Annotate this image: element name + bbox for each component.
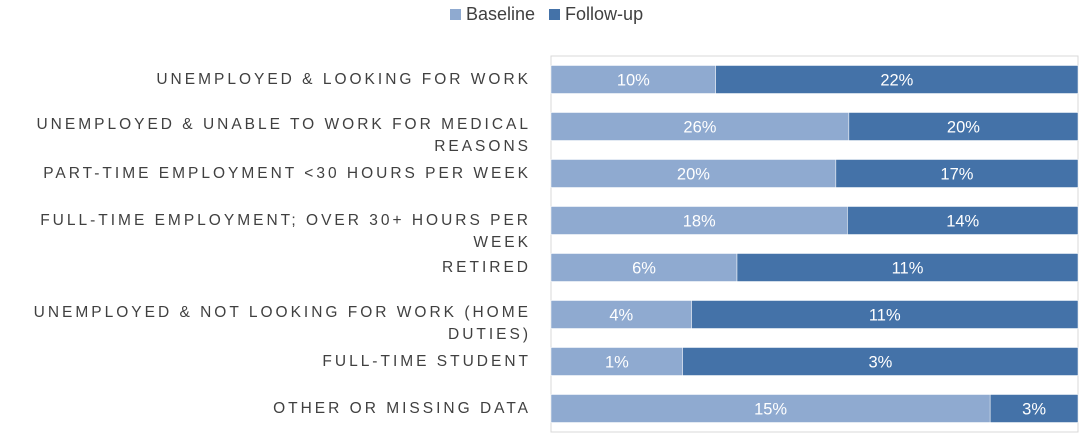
bar-baseline-6 bbox=[550, 347, 683, 376]
category-label-line: UNEMPLOYED & NOT LOOKING FOR WORK (HOME bbox=[33, 303, 531, 321]
data-label-baseline-6: 1% bbox=[605, 354, 629, 372]
bar-baseline-0 bbox=[550, 65, 716, 94]
bar-baseline-1 bbox=[550, 112, 850, 141]
category-label-line: UNEMPLOYED & LOOKING FOR WORK bbox=[156, 70, 531, 88]
data-label-follow-up-6: 3% bbox=[868, 354, 892, 372]
legend-item-follow-up: Follow-up bbox=[549, 4, 643, 25]
category-label-line: UNEMPLOYED & UNABLE TO WORK FOR MEDICAL bbox=[36, 115, 531, 133]
data-label-baseline-5: 4% bbox=[609, 307, 633, 325]
chart-legend: Baseline Follow-up bbox=[450, 4, 657, 25]
category-label-5: UNEMPLOYED & NOT LOOKING FOR WORK (HOME D… bbox=[11, 302, 531, 346]
data-label-follow-up-7: 3% bbox=[1022, 401, 1046, 419]
data-label-follow-up-2: 17% bbox=[940, 166, 973, 184]
data-label-baseline-7: 15% bbox=[754, 401, 787, 419]
legend-swatch-baseline bbox=[450, 9, 461, 20]
legend-swatch-follow-up bbox=[549, 9, 561, 20]
data-label-baseline-3: 18% bbox=[683, 213, 716, 231]
category-label-line: PART-TIME EMPLOYMENT <30 HOURS PER WEEK bbox=[43, 164, 531, 182]
category-label-1: UNEMPLOYED & UNABLE TO WORK FOR MEDICAL R… bbox=[11, 114, 531, 158]
bar-follow-up-3 bbox=[847, 206, 1079, 235]
data-label-baseline-2: 20% bbox=[677, 166, 710, 184]
bar-follow-up-0 bbox=[715, 65, 1079, 94]
bar-follow-up-1 bbox=[848, 112, 1079, 141]
data-label-follow-up-4: 11% bbox=[892, 260, 924, 278]
bar-follow-up-5 bbox=[691, 300, 1079, 329]
bar-follow-up-4 bbox=[736, 253, 1079, 282]
category-label-4: RETIRED bbox=[11, 257, 531, 279]
data-label-follow-up-3: 14% bbox=[946, 213, 979, 231]
category-label-0: UNEMPLOYED & LOOKING FOR WORK bbox=[11, 69, 531, 91]
legend-item-baseline: Baseline bbox=[450, 4, 535, 25]
category-label-2: PART-TIME EMPLOYMENT <30 HOURS PER WEEK bbox=[11, 163, 531, 185]
category-label-line: FULL-TIME EMPLOYMENT; OVER 30+ HOURS PER… bbox=[40, 211, 531, 251]
category-label-3: FULL-TIME EMPLOYMENT; OVER 30+ HOURS PER… bbox=[11, 210, 531, 254]
category-label-6: FULL-TIME STUDENT bbox=[11, 351, 531, 373]
category-label-7: OTHER OR MISSING DATA bbox=[11, 398, 531, 420]
bar-follow-up-2 bbox=[835, 159, 1079, 188]
legend-label-baseline: Baseline bbox=[466, 4, 536, 24]
category-label-line: OTHER OR MISSING DATA bbox=[273, 399, 531, 417]
data-label-baseline-4: 6% bbox=[632, 260, 656, 278]
data-label-follow-up-5: 11% bbox=[869, 307, 901, 325]
data-label-baseline-0: 10% bbox=[617, 72, 650, 90]
bar-follow-up-6 bbox=[682, 347, 1079, 376]
category-label-line: REASONS bbox=[434, 137, 531, 155]
category-label-line: RETIRED bbox=[441, 258, 531, 276]
data-label-follow-up-1: 20% bbox=[947, 119, 980, 137]
data-label-baseline-1: 26% bbox=[683, 119, 716, 137]
data-label-follow-up-0: 22% bbox=[880, 72, 913, 90]
bar-baseline-2 bbox=[550, 159, 837, 188]
legend-label-follow-up: Follow-up bbox=[565, 4, 644, 24]
category-label-line: FULL-TIME STUDENT bbox=[322, 352, 531, 370]
bar-follow-up-7 bbox=[989, 394, 1079, 423]
bar-baseline-3 bbox=[550, 206, 848, 235]
category-label-line: DUTIES) bbox=[448, 325, 531, 343]
bar-baseline-5 bbox=[550, 300, 692, 329]
bar-baseline-4 bbox=[550, 253, 738, 282]
plot-area-border bbox=[550, 55, 1079, 433]
bar-baseline-7 bbox=[550, 394, 991, 423]
